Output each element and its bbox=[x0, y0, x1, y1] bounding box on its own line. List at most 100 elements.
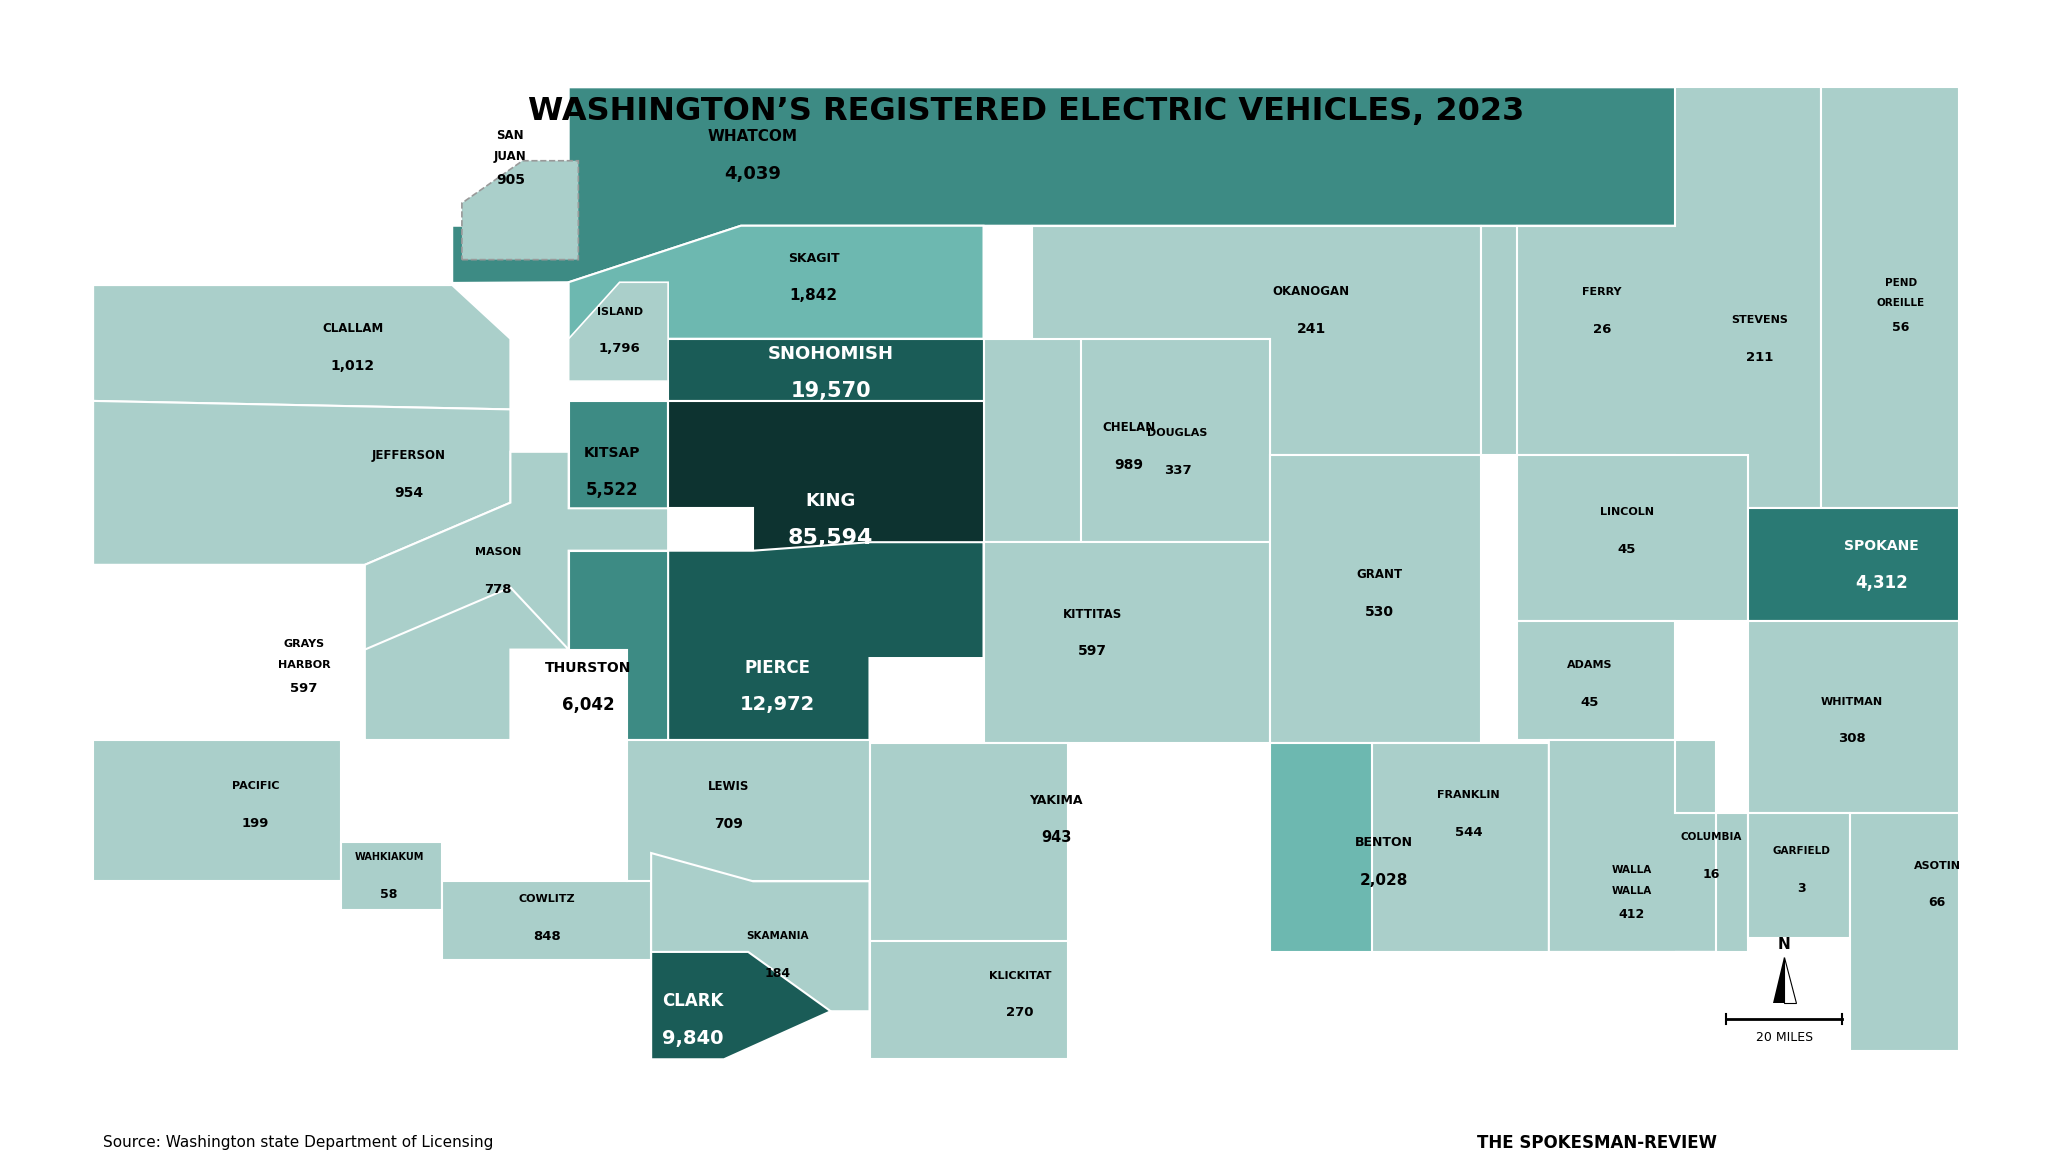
Text: JEFFERSON: JEFFERSON bbox=[371, 449, 445, 462]
Text: OKANOGAN: OKANOGAN bbox=[1272, 286, 1350, 299]
Text: 85,594: 85,594 bbox=[788, 529, 874, 548]
Text: STEVENS: STEVENS bbox=[1732, 315, 1789, 325]
Text: 597: 597 bbox=[1077, 645, 1108, 659]
Text: 848: 848 bbox=[534, 931, 560, 943]
Text: WHATCOM: WHATCOM bbox=[708, 129, 798, 144]
Text: SPOKANE: SPOKANE bbox=[1845, 539, 1919, 553]
Text: WASHINGTON’S REGISTERED ELECTRIC VEHICLES, 2023: WASHINGTON’S REGISTERED ELECTRIC VEHICLE… bbox=[527, 96, 1525, 127]
Text: KITSAP: KITSAP bbox=[585, 447, 640, 459]
Polygon shape bbox=[1783, 956, 1796, 1003]
Text: MASON: MASON bbox=[476, 547, 521, 557]
Text: 45: 45 bbox=[1580, 695, 1599, 709]
Text: 544: 544 bbox=[1455, 825, 1484, 838]
Polygon shape bbox=[1849, 813, 1960, 1051]
Text: 4,039: 4,039 bbox=[724, 164, 782, 183]
Text: WAHKIAKUM: WAHKIAKUM bbox=[355, 852, 425, 863]
Polygon shape bbox=[650, 853, 870, 1011]
Text: 184: 184 bbox=[763, 967, 790, 980]
Polygon shape bbox=[92, 740, 341, 881]
Text: 1,796: 1,796 bbox=[599, 342, 640, 355]
Text: PEND: PEND bbox=[1884, 278, 1917, 287]
Polygon shape bbox=[511, 551, 753, 740]
Text: 9,840: 9,840 bbox=[661, 1029, 722, 1048]
Polygon shape bbox=[568, 226, 983, 339]
Polygon shape bbox=[1674, 740, 1748, 952]
Polygon shape bbox=[669, 543, 983, 740]
Text: SAN: SAN bbox=[497, 129, 523, 142]
Text: 270: 270 bbox=[1005, 1007, 1034, 1020]
Text: Source: Washington state Department of Licensing: Source: Washington state Department of L… bbox=[103, 1136, 492, 1150]
Text: ISLAND: ISLAND bbox=[597, 307, 642, 316]
Text: 954: 954 bbox=[394, 486, 423, 500]
Text: 1,012: 1,012 bbox=[330, 359, 376, 373]
Text: LEWIS: LEWIS bbox=[708, 779, 749, 793]
Polygon shape bbox=[1371, 743, 1549, 952]
Polygon shape bbox=[1032, 226, 1482, 455]
Polygon shape bbox=[1516, 455, 1748, 621]
Text: JUAN: JUAN bbox=[495, 150, 527, 163]
Polygon shape bbox=[1773, 956, 1783, 1003]
Text: LINCOLN: LINCOLN bbox=[1599, 507, 1654, 517]
Text: 26: 26 bbox=[1592, 322, 1611, 335]
Text: 4,312: 4,312 bbox=[1855, 574, 1908, 592]
Polygon shape bbox=[365, 451, 669, 649]
Text: 45: 45 bbox=[1617, 543, 1635, 556]
Text: CLARK: CLARK bbox=[661, 993, 722, 1010]
Text: YAKIMA: YAKIMA bbox=[1030, 795, 1083, 808]
Text: 19,570: 19,570 bbox=[790, 381, 870, 401]
Text: WHITMAN: WHITMAN bbox=[1820, 696, 1884, 707]
Text: PIERCE: PIERCE bbox=[745, 659, 811, 676]
Text: THURSTON: THURSTON bbox=[546, 661, 632, 675]
Text: 20 MILES: 20 MILES bbox=[1757, 1031, 1812, 1044]
Text: CHELAN: CHELAN bbox=[1102, 421, 1155, 434]
Text: SKAMANIA: SKAMANIA bbox=[747, 932, 808, 941]
Text: GARFIELD: GARFIELD bbox=[1773, 846, 1830, 857]
Polygon shape bbox=[669, 401, 983, 657]
Polygon shape bbox=[92, 587, 568, 740]
Text: ASOTIN: ASOTIN bbox=[1915, 860, 1960, 871]
Text: 709: 709 bbox=[714, 817, 743, 831]
Polygon shape bbox=[568, 339, 983, 401]
Polygon shape bbox=[568, 282, 669, 381]
Text: CLALLAM: CLALLAM bbox=[322, 322, 384, 335]
Text: WALLA: WALLA bbox=[1611, 865, 1652, 875]
Polygon shape bbox=[1748, 621, 1960, 813]
Text: 5,522: 5,522 bbox=[587, 482, 638, 499]
Polygon shape bbox=[983, 543, 1270, 743]
Polygon shape bbox=[983, 339, 1270, 543]
Text: THE SPOKESMAN-REVIEW: THE SPOKESMAN-REVIEW bbox=[1477, 1133, 1718, 1152]
Text: 241: 241 bbox=[1297, 322, 1326, 336]
Text: 12,972: 12,972 bbox=[739, 695, 815, 715]
Polygon shape bbox=[341, 841, 443, 909]
Text: 3: 3 bbox=[1798, 883, 1806, 895]
Polygon shape bbox=[1516, 87, 1820, 509]
Text: 412: 412 bbox=[1619, 908, 1644, 921]
Text: KING: KING bbox=[806, 492, 856, 510]
Text: 308: 308 bbox=[1839, 732, 1865, 745]
Text: SNOHOMISH: SNOHOMISH bbox=[767, 345, 895, 363]
Polygon shape bbox=[626, 740, 870, 881]
Text: COWLITZ: COWLITZ bbox=[519, 894, 575, 905]
Text: 530: 530 bbox=[1365, 605, 1393, 619]
Text: SKAGIT: SKAGIT bbox=[788, 252, 839, 265]
Polygon shape bbox=[92, 401, 511, 565]
Text: 989: 989 bbox=[1114, 458, 1143, 471]
Polygon shape bbox=[568, 401, 669, 551]
Polygon shape bbox=[1748, 509, 1960, 621]
Text: DOUGLAS: DOUGLAS bbox=[1147, 428, 1209, 438]
Text: WALLA: WALLA bbox=[1611, 886, 1652, 895]
Text: 943: 943 bbox=[1040, 830, 1071, 845]
Text: KITTITAS: KITTITAS bbox=[1063, 607, 1122, 620]
Text: 597: 597 bbox=[291, 682, 318, 695]
Text: FERRY: FERRY bbox=[1582, 287, 1621, 297]
Polygon shape bbox=[92, 285, 511, 409]
Text: 2,028: 2,028 bbox=[1360, 873, 1408, 887]
Text: N: N bbox=[1777, 936, 1791, 952]
Polygon shape bbox=[1081, 339, 1270, 543]
Text: HARBOR: HARBOR bbox=[277, 660, 330, 669]
Polygon shape bbox=[462, 161, 579, 260]
Polygon shape bbox=[870, 932, 1069, 1059]
Text: PACIFIC: PACIFIC bbox=[232, 782, 279, 791]
Polygon shape bbox=[1482, 226, 1674, 455]
Text: GRANT: GRANT bbox=[1356, 568, 1402, 581]
